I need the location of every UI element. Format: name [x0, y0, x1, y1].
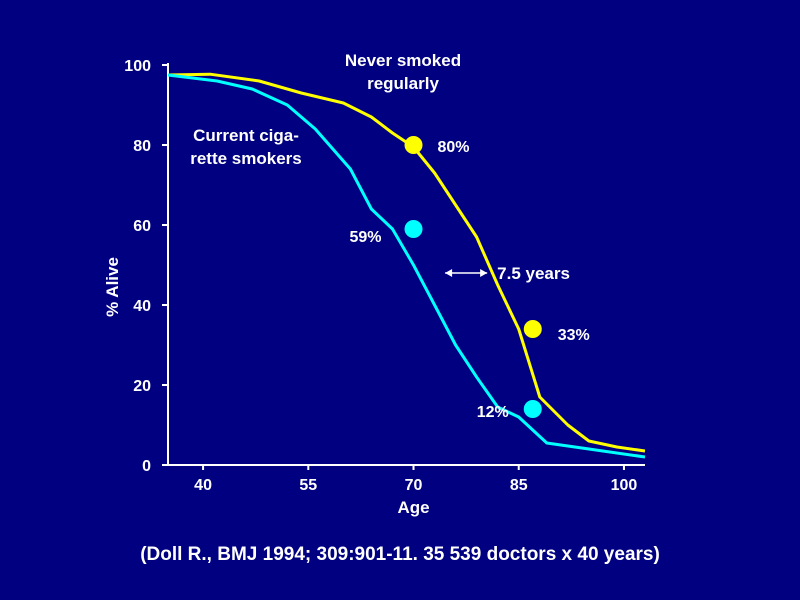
axes: 0 20 40 60 80 100 40 55 70 85 100 Age % Alive — [103, 58, 645, 517]
point-label: 80% — [438, 139, 470, 156]
x-tick-label: 85 — [510, 477, 528, 494]
y-tick-label: 80 — [133, 138, 151, 155]
x-tick-label: 40 — [194, 477, 212, 494]
y-tick-label: 20 — [133, 378, 151, 395]
x-axis-title: Age — [397, 498, 429, 517]
y-tick-label: 40 — [133, 298, 151, 315]
series-line-1 — [167, 73, 646, 459]
years-gap-annotation: 7.5 years — [445, 264, 570, 283]
y-tick-label: 60 — [133, 218, 151, 235]
y-axis-title: % Alive — [103, 257, 122, 317]
highlight-point — [404, 136, 423, 154]
series-label-1: rette smokers — [190, 149, 302, 168]
y-tick-label: 0 — [142, 458, 151, 475]
x-tick-label: 70 — [405, 477, 423, 494]
citation: (Doll R., BMJ 1994; 309:901-11. 35 539 d… — [140, 544, 660, 565]
series-label-0: Never smoked — [345, 51, 461, 70]
highlight-point — [404, 220, 423, 238]
marker-layer — [404, 136, 542, 418]
series-line-0 — [167, 72, 646, 453]
point-label: 12% — [477, 404, 509, 421]
point-label: 59% — [349, 229, 381, 246]
gap-arrow-head-right — [480, 269, 488, 277]
gap-annotation-label: 7.5 years — [497, 264, 570, 283]
x-tick-label: 55 — [299, 477, 317, 494]
y-tick-label: 100 — [124, 58, 151, 75]
series-label-1: Current ciga- — [193, 126, 299, 145]
series-label-0: regularly — [367, 74, 439, 93]
point-label: 33% — [558, 327, 590, 344]
series-layer — [167, 72, 646, 459]
label-layer: Never smoked regularly Current ciga-rette … — [190, 51, 590, 421]
highlight-point — [523, 400, 542, 418]
gap-arrow-head-left — [445, 269, 453, 277]
survival-chart: 0 20 40 60 80 100 40 55 70 85 100 Age % Alive Never … — [103, 51, 646, 517]
x-tick-label: 100 — [611, 477, 638, 494]
highlight-point — [523, 320, 542, 338]
